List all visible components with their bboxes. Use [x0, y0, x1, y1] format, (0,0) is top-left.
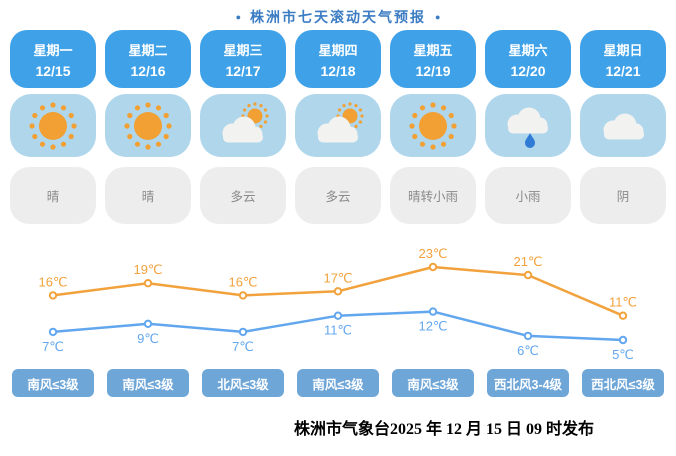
- low-temp-point: [333, 311, 343, 320]
- high-temp-point: [238, 291, 248, 300]
- high-temp-point: [618, 311, 628, 320]
- high-temp-value-label: 11℃: [609, 295, 637, 310]
- low-temp-point: [48, 327, 58, 337]
- high-temp-point: [428, 262, 438, 272]
- low-temp-value-label: 12℃: [418, 319, 447, 334]
- temperature-chart-area: 16℃ 19℃ 16℃ 17℃ 23℃ 21℃ 11℃ 7℃ 9℃ 7℃ 11℃ 12℃ 6℃ 5℃: [0, 235, 676, 367]
- low-temp-value-label: 11℃: [324, 323, 352, 338]
- weekday-label: 星期一: [33, 42, 73, 58]
- wind-row: 南风≤3级 南风≤3级 北风≤3级 南风≤3级 南风≤3级 西北风3-4级 西北…: [10, 369, 666, 397]
- high-temp-point: [48, 291, 58, 300]
- day-header-row: 星期一 12/15 星期二 12/16 星期三 12/17 星期四 12/18 …: [10, 30, 666, 88]
- wind-label: 南风≤3级: [392, 369, 474, 397]
- weather-icon-row: [10, 94, 666, 157]
- low-temp-point: [428, 307, 438, 316]
- condition-label: 晴转小雨: [390, 167, 476, 224]
- date-label: 12/16: [130, 62, 166, 79]
- day-header: 星期三 12/17: [200, 30, 286, 88]
- sunny-icon: [10, 94, 96, 157]
- high-temp-series: 16℃ 19℃ 16℃ 17℃ 23℃ 21℃ 11℃: [38, 246, 637, 320]
- wind-label: 南风≤3级: [12, 369, 94, 397]
- low-temp-point: [523, 331, 533, 341]
- high-temp-point: [143, 279, 153, 288]
- high-temp-value-label: 16℃: [38, 274, 67, 289]
- high-temp-point: [523, 270, 533, 280]
- day-header: 星期五 12/19: [390, 30, 476, 88]
- condition-label: 多云: [200, 167, 286, 224]
- wind-label: 南风≤3级: [107, 369, 189, 397]
- partly-cloudy-icon: [295, 94, 381, 157]
- wind-label: 西北风3-4级: [487, 369, 569, 397]
- low-temp-point: [238, 327, 248, 337]
- publish-info: 株洲市气象台2025 年 12 月 15 日 09 时发布: [294, 421, 595, 438]
- day-header: 星期日 12/21: [580, 30, 666, 88]
- date-label: 12/19: [415, 62, 451, 79]
- low-temp-value-label: 7℃: [42, 339, 64, 354]
- condition-label: 阴: [580, 167, 666, 224]
- low-temp-value-label: 6℃: [517, 343, 539, 358]
- low-temp-series: 7℃ 9℃ 7℃ 11℃ 12℃ 6℃ 5℃: [42, 307, 634, 362]
- wind-label: 北风≤3级: [202, 369, 284, 397]
- high-temp-point: [333, 287, 343, 296]
- sunny-icon: [390, 94, 476, 157]
- weekday-label: 星期四: [318, 42, 358, 58]
- high-temp-value-label: 23℃: [418, 246, 447, 261]
- weekday-label: 星期日: [603, 42, 643, 58]
- wind-label: 南风≤3级: [297, 369, 379, 397]
- low-temp-value-label: 7℃: [232, 339, 254, 354]
- partly-cloudy-icon: [200, 94, 286, 157]
- condition-label: 小雨: [485, 167, 571, 224]
- day-header: 星期一 12/15: [10, 30, 96, 88]
- weekday-label: 星期二: [128, 42, 168, 58]
- low-temp-value-label: 5℃: [612, 347, 634, 362]
- weekday-label: 星期六: [508, 42, 548, 58]
- weekday-label: 星期五: [413, 42, 453, 58]
- day-header: 星期四 12/18: [295, 30, 381, 88]
- date-label: 12/21: [605, 62, 641, 79]
- low-temp-value-label: 9℃: [137, 331, 159, 346]
- temperature-chart: 16℃ 19℃ 16℃ 17℃ 23℃ 21℃ 11℃ 7℃ 9℃ 7℃ 11℃ 12℃ 6℃ 5℃: [38, 246, 637, 362]
- high-temp-value-label: 16℃: [228, 274, 257, 289]
- light-rain-icon: [485, 94, 571, 157]
- day-header: 星期二 12/16: [105, 30, 191, 88]
- title-text: 株洲市七天滚动天气预报: [250, 8, 426, 25]
- title-bullet-right: ●: [435, 11, 441, 22]
- high-temp-value-label: 19℃: [133, 262, 162, 277]
- low-temp-point: [618, 335, 628, 345]
- date-label: 12/18: [320, 62, 356, 79]
- date-label: 12/15: [35, 62, 71, 79]
- condition-label: 晴: [10, 167, 96, 224]
- day-header: 星期六 12/20: [485, 30, 571, 88]
- title-bullet-left: ●: [235, 11, 241, 22]
- condition-label: 晴: [105, 167, 191, 224]
- wind-label: 西北风≤3级: [582, 369, 664, 397]
- page-title: ● 株洲市七天滚动天气预报 ●: [0, 0, 676, 26]
- condition-label: 多云: [295, 167, 381, 224]
- high-temp-value-label: 17℃: [323, 270, 352, 285]
- overcast-icon: [580, 94, 666, 157]
- low-temp-point: [143, 319, 153, 329]
- weekday-label: 星期三: [223, 42, 263, 58]
- condition-row: 晴 晴 多云 多云 晴转小雨 小雨 阴: [10, 167, 666, 224]
- high-temp-value-label: 21℃: [513, 254, 542, 269]
- sunny-icon: [105, 94, 191, 157]
- date-label: 12/20: [510, 62, 546, 79]
- date-label: 12/17: [225, 62, 261, 79]
